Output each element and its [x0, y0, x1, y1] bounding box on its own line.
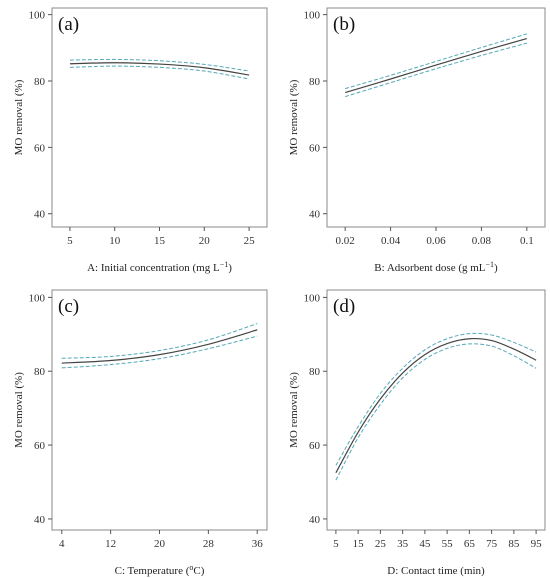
x-tick-label: 95: [531, 538, 543, 550]
x-tick-label: 25: [375, 538, 387, 550]
x-tick-label: 12: [105, 538, 116, 550]
x-tick-label: 0.1: [520, 235, 534, 247]
x-tick-label: 5: [67, 235, 73, 247]
x-tick-label: 28: [203, 538, 215, 550]
plot-frame: [51, 7, 268, 228]
x-tick-label: 20: [199, 235, 211, 247]
y-tick-label: 60: [34, 142, 46, 154]
panel-c: 40 60 80 100 4 12 20 28 36 (c) MO removal (%) C: Te…: [13, 289, 268, 577]
x-tick-label: 10: [109, 235, 121, 247]
y-tick-label: 60: [309, 142, 321, 154]
y-tick-label: 40: [34, 514, 46, 526]
x-axis-title: B: Adsorbent dose (g mL−1): [374, 260, 498, 274]
y-tick-label: 80: [309, 76, 321, 88]
series-line-upper: [345, 33, 527, 90]
series-line-fit: [335, 337, 537, 474]
x-tick-label: 0.02: [336, 235, 355, 247]
plot-frame: [51, 289, 268, 531]
panel-a: 40 60 80 100 5 10 15 20 25 (a) MO removal (%) A: In…: [13, 7, 268, 274]
y-tick-label: 100: [29, 292, 46, 304]
x-tick-label: 0.04: [381, 235, 401, 247]
y-axis-title: MO removal (%): [288, 79, 300, 155]
x-tick-label: 20: [154, 538, 166, 550]
plot-frame: [326, 7, 546, 228]
series-line-fit: [61, 329, 258, 364]
series-line-upper: [69, 58, 250, 72]
x-tick-label: 25: [244, 235, 256, 247]
series-line-lower: [335, 343, 537, 481]
y-tick-label: 60: [309, 440, 321, 452]
x-tick-label: 5: [333, 538, 339, 550]
x-tick-label: 4: [59, 538, 65, 550]
y-tick-label: 80: [34, 76, 46, 88]
y-axis-title: MO removal (%): [13, 372, 25, 448]
y-tick-label: 40: [309, 209, 321, 221]
y-tick-label: 80: [309, 366, 321, 378]
y-tick-label: 100: [304, 292, 321, 304]
series-line-upper: [61, 323, 258, 359]
x-axis-title: A: Initial concentration (mg L−1): [87, 260, 232, 274]
x-axis-title: D: Contact time (min): [387, 565, 485, 577]
x-axis-title: C: Temperature (oC): [115, 563, 205, 577]
x-tick-label: 36: [252, 538, 264, 550]
panel-label: (a): [58, 14, 79, 35]
x-tick-label: 75: [486, 538, 498, 550]
x-tick-label: 45: [419, 538, 431, 550]
series-line-upper: [335, 332, 537, 466]
x-tick-label: 65: [464, 538, 476, 550]
y-tick-label: 100: [304, 10, 321, 22]
x-tick-label: 0.08: [472, 235, 492, 247]
y-tick-label: 80: [34, 366, 46, 378]
y-axis-title: MO removal (%): [288, 372, 300, 448]
x-tick-label: 0.06: [426, 235, 446, 247]
panel-label: (d): [333, 296, 355, 317]
panel-label: (b): [333, 14, 355, 35]
x-tick-label: 15: [353, 538, 365, 550]
y-tick-label: 40: [34, 209, 46, 221]
panel-d: 40 60 80 100 5 15 25 35 45 55 65 75 85 95 (d) MO remova…: [288, 289, 546, 577]
x-tick-label: 15: [154, 235, 166, 247]
y-tick-label: 40: [309, 514, 321, 526]
x-tick-label: 55: [442, 538, 454, 550]
panel-b: 40 60 80 100 0.02 0.04 0.06 0.08 0.1 (b) MO remova…: [288, 7, 546, 274]
x-tick-label: 35: [397, 538, 409, 550]
y-tick-label: 100: [29, 10, 46, 22]
panel-label: (c): [58, 296, 79, 317]
series-line-lower: [345, 42, 527, 98]
series-line-lower: [69, 65, 250, 80]
x-tick-label: 85: [508, 538, 520, 550]
y-axis-title: MO removal (%): [13, 79, 25, 155]
series-line-fit: [344, 37, 527, 94]
series-line-lower: [61, 335, 258, 369]
plot-frame: [326, 289, 546, 531]
y-tick-label: 60: [34, 440, 46, 452]
series-line-fit: [69, 62, 250, 76]
